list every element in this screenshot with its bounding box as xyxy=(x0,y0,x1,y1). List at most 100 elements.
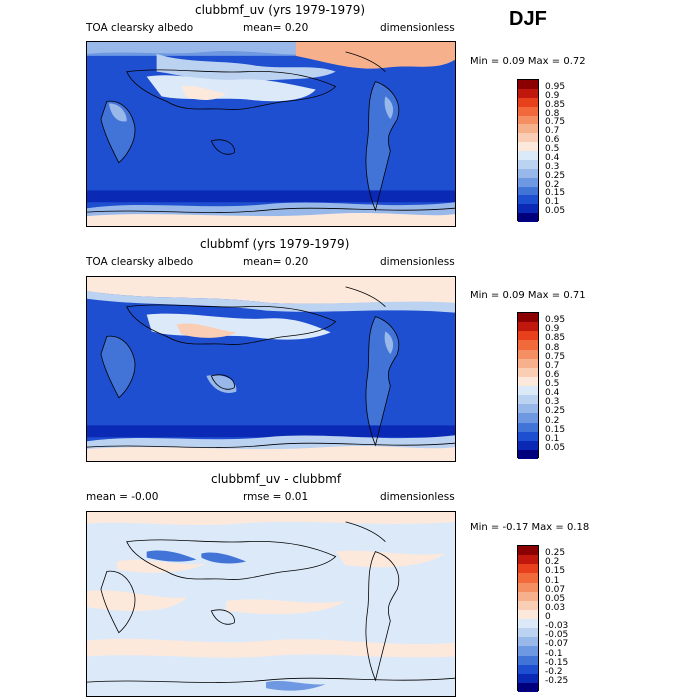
colorbar-tick-label: 0.4 xyxy=(545,152,560,163)
panel-3-colorbar xyxy=(517,545,539,692)
colorbar-swatch xyxy=(518,555,538,565)
panel-1-map xyxy=(86,41,456,227)
colorbar-swatch xyxy=(518,673,538,683)
panel-3-rmse-label: rmse = 0.01 xyxy=(243,491,309,503)
colorbar-swatch xyxy=(518,573,538,583)
colorbar-swatch xyxy=(518,431,538,441)
colorbar-tick-label: 0.3 xyxy=(545,397,560,408)
colorbar-swatch xyxy=(518,682,538,692)
colorbar-swatch xyxy=(518,664,538,674)
colorbar-tick-label: 0.95 xyxy=(545,315,566,326)
colorbar-tick-label: 0.1 xyxy=(545,433,560,444)
colorbar-tick-label: 0.05 xyxy=(545,206,566,217)
colorbar-swatch xyxy=(518,591,538,601)
colorbar-tick-label: -0.15 xyxy=(545,657,569,668)
colorbar-tick-label: 0.5 xyxy=(545,379,560,389)
colorbar-swatch xyxy=(518,546,538,556)
panel-1-title: clubbmf_uv (yrs 1979-1979) xyxy=(195,3,366,17)
colorbar-swatch xyxy=(518,133,538,143)
panel-2-variable-label: TOA clearsky albedo xyxy=(86,256,194,268)
colorbar-swatch xyxy=(518,80,538,89)
colorbar-swatch xyxy=(518,600,538,610)
colorbar-tick-label: 0.03 xyxy=(545,602,566,613)
panel-3-mean-label: mean = -0.00 xyxy=(86,491,159,503)
colorbar-tick-label: 0.15 xyxy=(545,566,566,577)
colorbar-swatch xyxy=(518,97,538,107)
colorbar-swatch xyxy=(518,449,538,459)
colorbar-tick-label: 0.25 xyxy=(545,406,566,417)
panel-1-variable-label: TOA clearsky albedo xyxy=(86,22,194,34)
colorbar-tick-label: 0.7 xyxy=(545,126,560,137)
colorbar-swatch xyxy=(518,655,538,665)
panel-2-title: clubbmf (yrs 1979-1979) xyxy=(200,237,350,251)
panel-2-map xyxy=(86,276,456,462)
panel-1-colorbar xyxy=(517,79,539,222)
colorbar-swatch xyxy=(518,367,538,377)
panel-2-units-label: dimensionless xyxy=(380,256,455,268)
colorbar-tick-label: 0 xyxy=(545,612,551,622)
colorbar-tick-label: -0.25 xyxy=(545,675,569,686)
colorbar-swatch xyxy=(518,151,538,160)
colorbar-swatch xyxy=(518,386,538,396)
colorbar-tick-label: 0.2 xyxy=(545,415,560,426)
colorbar-tick-label: 0.7 xyxy=(545,360,560,371)
panel-3-map xyxy=(86,511,456,697)
colorbar-swatch xyxy=(518,582,538,592)
colorbar-tick-label: 0.85 xyxy=(545,333,566,344)
colorbar-swatch xyxy=(518,204,538,214)
colorbar-tick-label: 0.9 xyxy=(545,324,560,335)
colorbar-tick-label: 0.9 xyxy=(545,90,560,101)
panel-2-colorbar xyxy=(517,312,539,459)
colorbar-swatch xyxy=(518,422,538,432)
colorbar-swatch xyxy=(518,142,538,151)
colorbar-tick-label: -0.1 xyxy=(545,648,563,659)
colorbar-tick-label: 0.25 xyxy=(545,170,566,181)
colorbar-swatch xyxy=(518,331,538,341)
colorbar-swatch xyxy=(518,440,538,450)
panel-3-units-label: dimensionless xyxy=(380,491,455,503)
colorbar-tick-label: -0.05 xyxy=(545,630,569,641)
colorbar-swatch xyxy=(518,564,538,574)
colorbar-tick-label: 0.5 xyxy=(545,144,560,154)
panel-3-title: clubbmf_uv - clubbmf xyxy=(211,472,342,486)
colorbar-tick-label: 0.4 xyxy=(545,388,560,399)
colorbar-tick-label: -0.07 xyxy=(545,639,569,650)
colorbar-tick-label: 0.95 xyxy=(545,81,566,92)
colorbar-swatch xyxy=(518,628,538,638)
colorbar-tick-label: -0.03 xyxy=(545,621,569,632)
colorbar-swatch xyxy=(518,124,538,134)
colorbar-swatch xyxy=(518,168,538,178)
colorbar-tick-label: -0.2 xyxy=(545,666,563,677)
panel-1-mean-label: mean= 0.20 xyxy=(243,22,309,34)
colorbar-swatch xyxy=(518,322,538,332)
colorbar-tick-label: 0.75 xyxy=(545,117,566,128)
colorbar-swatch xyxy=(518,340,538,350)
colorbar-swatch xyxy=(518,619,538,629)
colorbar-tick-label: 0.3 xyxy=(545,161,560,172)
colorbar-swatch xyxy=(518,106,538,116)
colorbar-swatch xyxy=(518,413,538,423)
panel-1-units-label: dimensionless xyxy=(380,22,455,34)
colorbar-swatch xyxy=(518,646,538,656)
colorbar-swatch xyxy=(518,358,538,368)
colorbar-swatch xyxy=(518,177,538,187)
colorbar-tick-label: 0.8 xyxy=(545,108,560,119)
colorbar-swatch xyxy=(518,313,538,323)
colorbar-swatch xyxy=(518,395,538,405)
colorbar-tick-label: 0.6 xyxy=(545,369,560,380)
colorbar-swatch xyxy=(518,376,538,386)
colorbar-tick-label: 0.15 xyxy=(545,188,566,199)
colorbar-tick-label: 0.07 xyxy=(545,584,566,595)
colorbar-swatch xyxy=(518,186,538,196)
panel-2-minmax: Min = 0.09 Max = 0.71 xyxy=(470,290,586,301)
colorbar-swatch xyxy=(518,349,538,359)
panel-2-mean-label: mean= 0.20 xyxy=(243,256,309,268)
colorbar-tick-label: 0.2 xyxy=(545,557,560,568)
colorbar-tick-label: 0.05 xyxy=(545,593,566,604)
colorbar-tick-label: 0.2 xyxy=(545,179,560,190)
colorbar-tick-label: 0.8 xyxy=(545,342,560,353)
colorbar-swatch xyxy=(518,213,538,222)
colorbar-tick-label: 0.05 xyxy=(545,442,566,453)
season-label: DJF xyxy=(509,8,547,30)
panel-1-minmax: Min = 0.09 Max = 0.72 xyxy=(470,56,586,67)
